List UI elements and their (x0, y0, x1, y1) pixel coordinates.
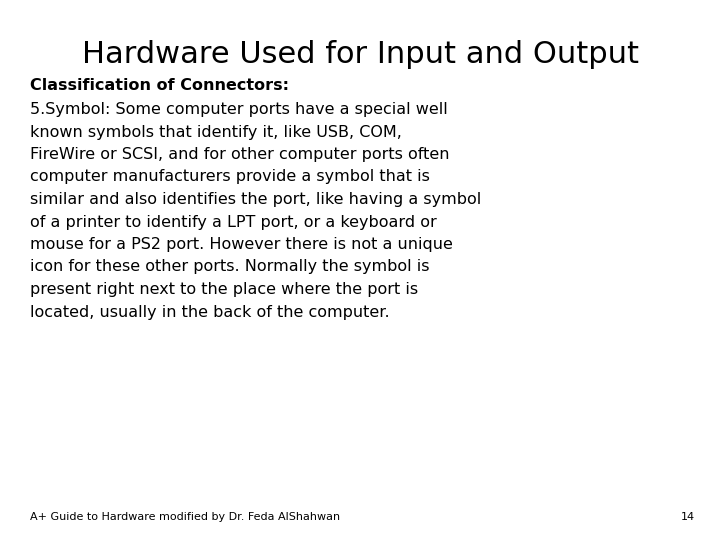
Text: present right next to the place where the port is: present right next to the place where th… (30, 282, 418, 297)
Text: Classification of Connectors:: Classification of Connectors: (30, 78, 289, 93)
Text: 5.Symbol: Some computer ports have a special well: 5.Symbol: Some computer ports have a spe… (30, 102, 448, 117)
Text: A+ Guide to Hardware modified by Dr. Feda AlShahwan: A+ Guide to Hardware modified by Dr. Fed… (30, 512, 340, 522)
Text: 14: 14 (681, 512, 695, 522)
Text: similar and also identifies the port, like having a symbol: similar and also identifies the port, li… (30, 192, 481, 207)
Text: of a printer to identify a LPT port, or a keyboard or: of a printer to identify a LPT port, or … (30, 214, 437, 230)
Text: known symbols that identify it, like USB, COM,: known symbols that identify it, like USB… (30, 125, 402, 139)
Text: located, usually in the back of the computer.: located, usually in the back of the comp… (30, 305, 390, 320)
Text: icon for these other ports. Normally the symbol is: icon for these other ports. Normally the… (30, 260, 430, 274)
Text: computer manufacturers provide a symbol that is: computer manufacturers provide a symbol … (30, 170, 430, 185)
Text: mouse for a PS2 port. However there is not a unique: mouse for a PS2 port. However there is n… (30, 237, 453, 252)
Text: FireWire or SCSI, and for other computer ports often: FireWire or SCSI, and for other computer… (30, 147, 449, 162)
Text: Hardware Used for Input and Output: Hardware Used for Input and Output (81, 40, 639, 69)
